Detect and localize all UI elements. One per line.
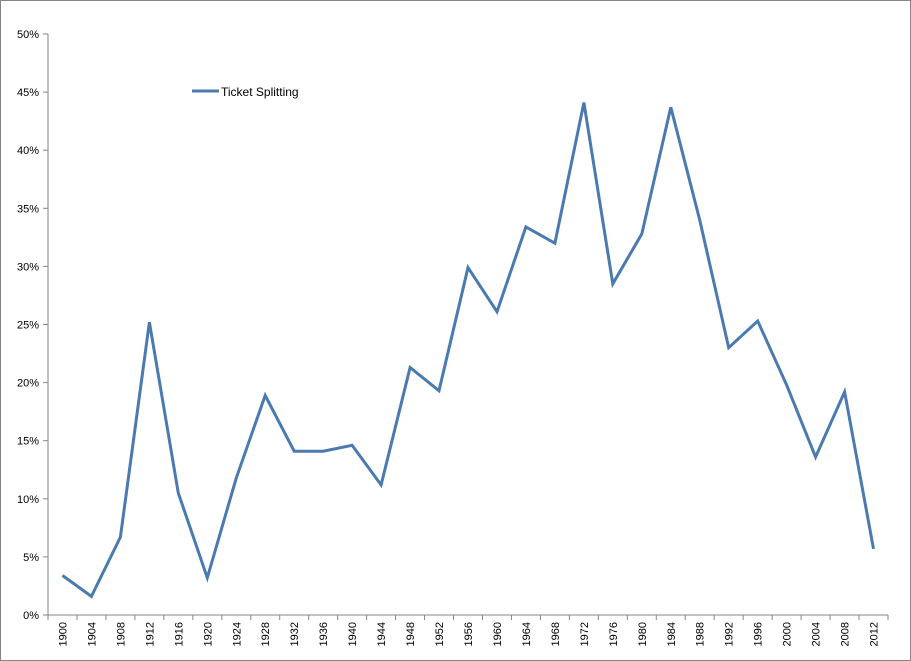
x-tick-label: 1960 (492, 622, 504, 646)
y-tick-label: 40% (17, 145, 39, 157)
x-tick-label: 1980 (637, 622, 649, 646)
y-tick-label: 25% (17, 320, 39, 332)
x-tick-label: 1952 (434, 622, 446, 646)
y-axis-ticks: 0% 5% 10% 15% 20% 25% 30% 35% 40% 45% 50% (17, 29, 48, 622)
x-tick-label: 1964 (521, 622, 533, 646)
legend-label-ticket-splitting: Ticket Splitting (221, 85, 299, 99)
x-tick-label: 1948 (405, 622, 417, 646)
legend: Ticket Splitting (192, 85, 299, 99)
x-tick-label: 2008 (840, 622, 852, 646)
axes (47, 34, 888, 616)
x-tick-label: 1904 (86, 622, 98, 646)
x-tick-label: 1972 (579, 622, 591, 646)
x-tick-label: 1912 (144, 622, 156, 646)
y-tick-label: 20% (17, 378, 39, 390)
x-tick-label: 1932 (289, 622, 301, 646)
x-tick-label: 2000 (782, 622, 794, 646)
x-tick-label: 1936 (318, 622, 330, 646)
x-tick-label: 1920 (202, 622, 214, 646)
y-tick-label: 5% (23, 552, 39, 564)
x-tick-label: 1908 (115, 622, 127, 646)
y-tick-label: 45% (17, 87, 39, 99)
x-tick-label: 1984 (666, 622, 678, 646)
x-tick-label: 1976 (608, 622, 620, 646)
series-line-ticket-splitting (61, 102, 875, 599)
x-tick-label: 1996 (753, 622, 765, 646)
y-tick-label: 35% (17, 203, 39, 215)
x-tick-label: 1944 (376, 622, 388, 646)
x-tick-label: 1956 (463, 622, 475, 646)
x-axis-ticks: 1900 1904 1908 1912 1916 1920 1924 1928 1932 1936… (47, 615, 889, 646)
x-tick-label: 1968 (550, 622, 562, 646)
x-tick-label: 1924 (231, 622, 243, 646)
y-tick-label: 10% (17, 494, 39, 506)
x-tick-label: 1992 (724, 622, 736, 646)
series-layer (61, 102, 875, 599)
x-tick-label: 2004 (811, 622, 823, 646)
y-tick-label: 0% (23, 610, 39, 622)
x-tick-label: 2012 (869, 622, 881, 646)
x-tick-label: 1928 (260, 622, 272, 646)
x-tick-label: 1916 (173, 622, 185, 646)
y-tick-label: 15% (17, 436, 39, 448)
x-tick-label: 1900 (57, 622, 69, 646)
x-tick-label: 1940 (347, 622, 359, 646)
y-tick-label: 50% (17, 29, 39, 41)
y-tick-label: 30% (17, 261, 39, 273)
x-tick-label: 1988 (695, 622, 707, 646)
